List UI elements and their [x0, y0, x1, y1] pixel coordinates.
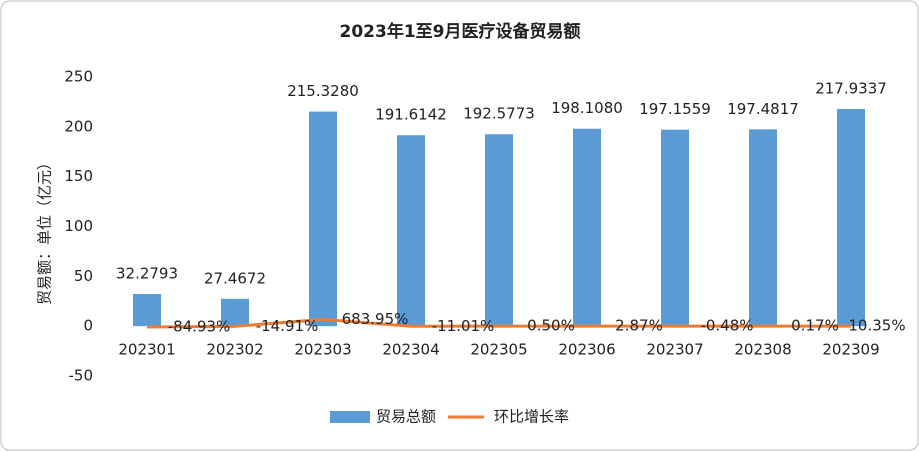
bar-value-label: 197.4817: [727, 100, 799, 118]
legend-label: 环比增长率: [494, 408, 569, 426]
x-tick-label: 202306: [558, 341, 615, 359]
bar: [573, 128, 601, 327]
y-tick-label: -50: [69, 367, 94, 385]
bar: [485, 134, 513, 327]
line-value-label: -84.93%: [168, 318, 231, 336]
line-value-label: -0.48%: [700, 317, 753, 335]
bar-value-label: 197.1559: [639, 100, 711, 118]
bar-value-label: 215.3280: [287, 82, 359, 100]
x-tick-label: 202308: [734, 341, 791, 359]
line-value-label: -11.01%: [432, 317, 495, 335]
bar: [397, 135, 425, 327]
legend-label: 贸易总额: [376, 408, 436, 426]
line: [146, 317, 852, 329]
x-tick-label: 202304: [382, 341, 439, 359]
x-tick-label: 202301: [118, 341, 175, 359]
line-value-label: 10.35%: [848, 317, 905, 335]
y-tick-label: 100: [64, 217, 93, 235]
bar-value-label: 27.4672: [204, 269, 266, 287]
bar: [837, 108, 865, 327]
x-tick-label: 202309: [822, 341, 879, 359]
line-value-label: 2.87%: [615, 317, 663, 335]
y-tick-label: 250: [64, 68, 93, 86]
line-value-label: 683.95%: [342, 310, 409, 328]
bar: [309, 111, 337, 327]
bar: [221, 298, 249, 327]
line-value-label: 0.50%: [527, 317, 575, 335]
y-axis-title: 贸易额：单位（亿元）: [36, 155, 54, 305]
x-tick-label: 202305: [470, 341, 527, 359]
y-tick-label: 0: [83, 317, 93, 335]
chart-title: 2023年1至9月医疗设备贸易额: [340, 21, 581, 42]
bar-value-label: 217.9337: [815, 79, 887, 97]
line-value-label: 0.17%: [791, 317, 839, 335]
x-tick-label: 202307: [646, 341, 703, 359]
bar-value-label: 191.6142: [375, 106, 447, 124]
bar-value-label: 32.2793: [116, 264, 178, 282]
y-tick-label: 50: [74, 267, 93, 285]
bar: [749, 129, 777, 327]
x-tick-label: 202303: [294, 341, 351, 359]
bar: [661, 129, 689, 327]
x-tick-label: 202302: [206, 341, 263, 359]
legend-swatch: [330, 411, 370, 423]
y-tick-label: 150: [64, 167, 93, 185]
bar-value-label: 192.5773: [463, 105, 535, 123]
bar-value-label: 198.1080: [551, 99, 623, 117]
bar: [133, 293, 161, 327]
line-value-label: -14.91%: [256, 317, 319, 335]
y-tick-label: 200: [64, 117, 93, 135]
